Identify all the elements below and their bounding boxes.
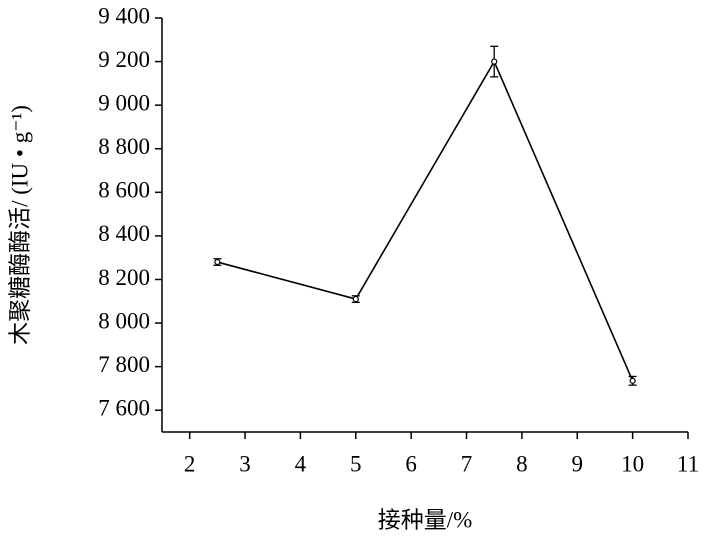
x-tick-label: 8 <box>516 451 528 476</box>
x-tick-label: 11 <box>677 451 699 476</box>
y-tick-label: 9 200 <box>98 47 150 72</box>
x-tick-label: 2 <box>184 451 196 476</box>
y-tick-label: 7 800 <box>98 352 150 377</box>
x-tick-label: 3 <box>239 451 251 476</box>
x-tick-label: 5 <box>350 451 362 476</box>
y-tick-label: 7 600 <box>98 395 150 420</box>
y-tick-label: 8 000 <box>98 308 150 333</box>
y-tick-label: 8 400 <box>98 221 150 246</box>
point <box>629 377 636 384</box>
y-tick-label: 8 600 <box>98 178 150 203</box>
y-tick-label: 9 400 <box>98 3 150 28</box>
point <box>491 58 498 65</box>
x-tick-label: 4 <box>295 451 307 476</box>
x-tick-label: 7 <box>461 451 473 476</box>
x-tick-label: 6 <box>405 451 417 476</box>
line <box>217 59 634 382</box>
x-tick-label: 9 <box>572 451 584 476</box>
y-axis-label: 木聚糖酶酶活/ (IU • g⁻¹) <box>7 105 32 345</box>
x-axis-label: 接种量/% <box>378 507 473 532</box>
y-tick-label: 8 200 <box>98 265 150 290</box>
x-tick-label: 10 <box>621 451 644 476</box>
point <box>214 258 221 266</box>
y-tick-label: 9 000 <box>98 90 150 115</box>
y-tick-label: 8 800 <box>98 134 150 159</box>
point <box>352 295 359 303</box>
